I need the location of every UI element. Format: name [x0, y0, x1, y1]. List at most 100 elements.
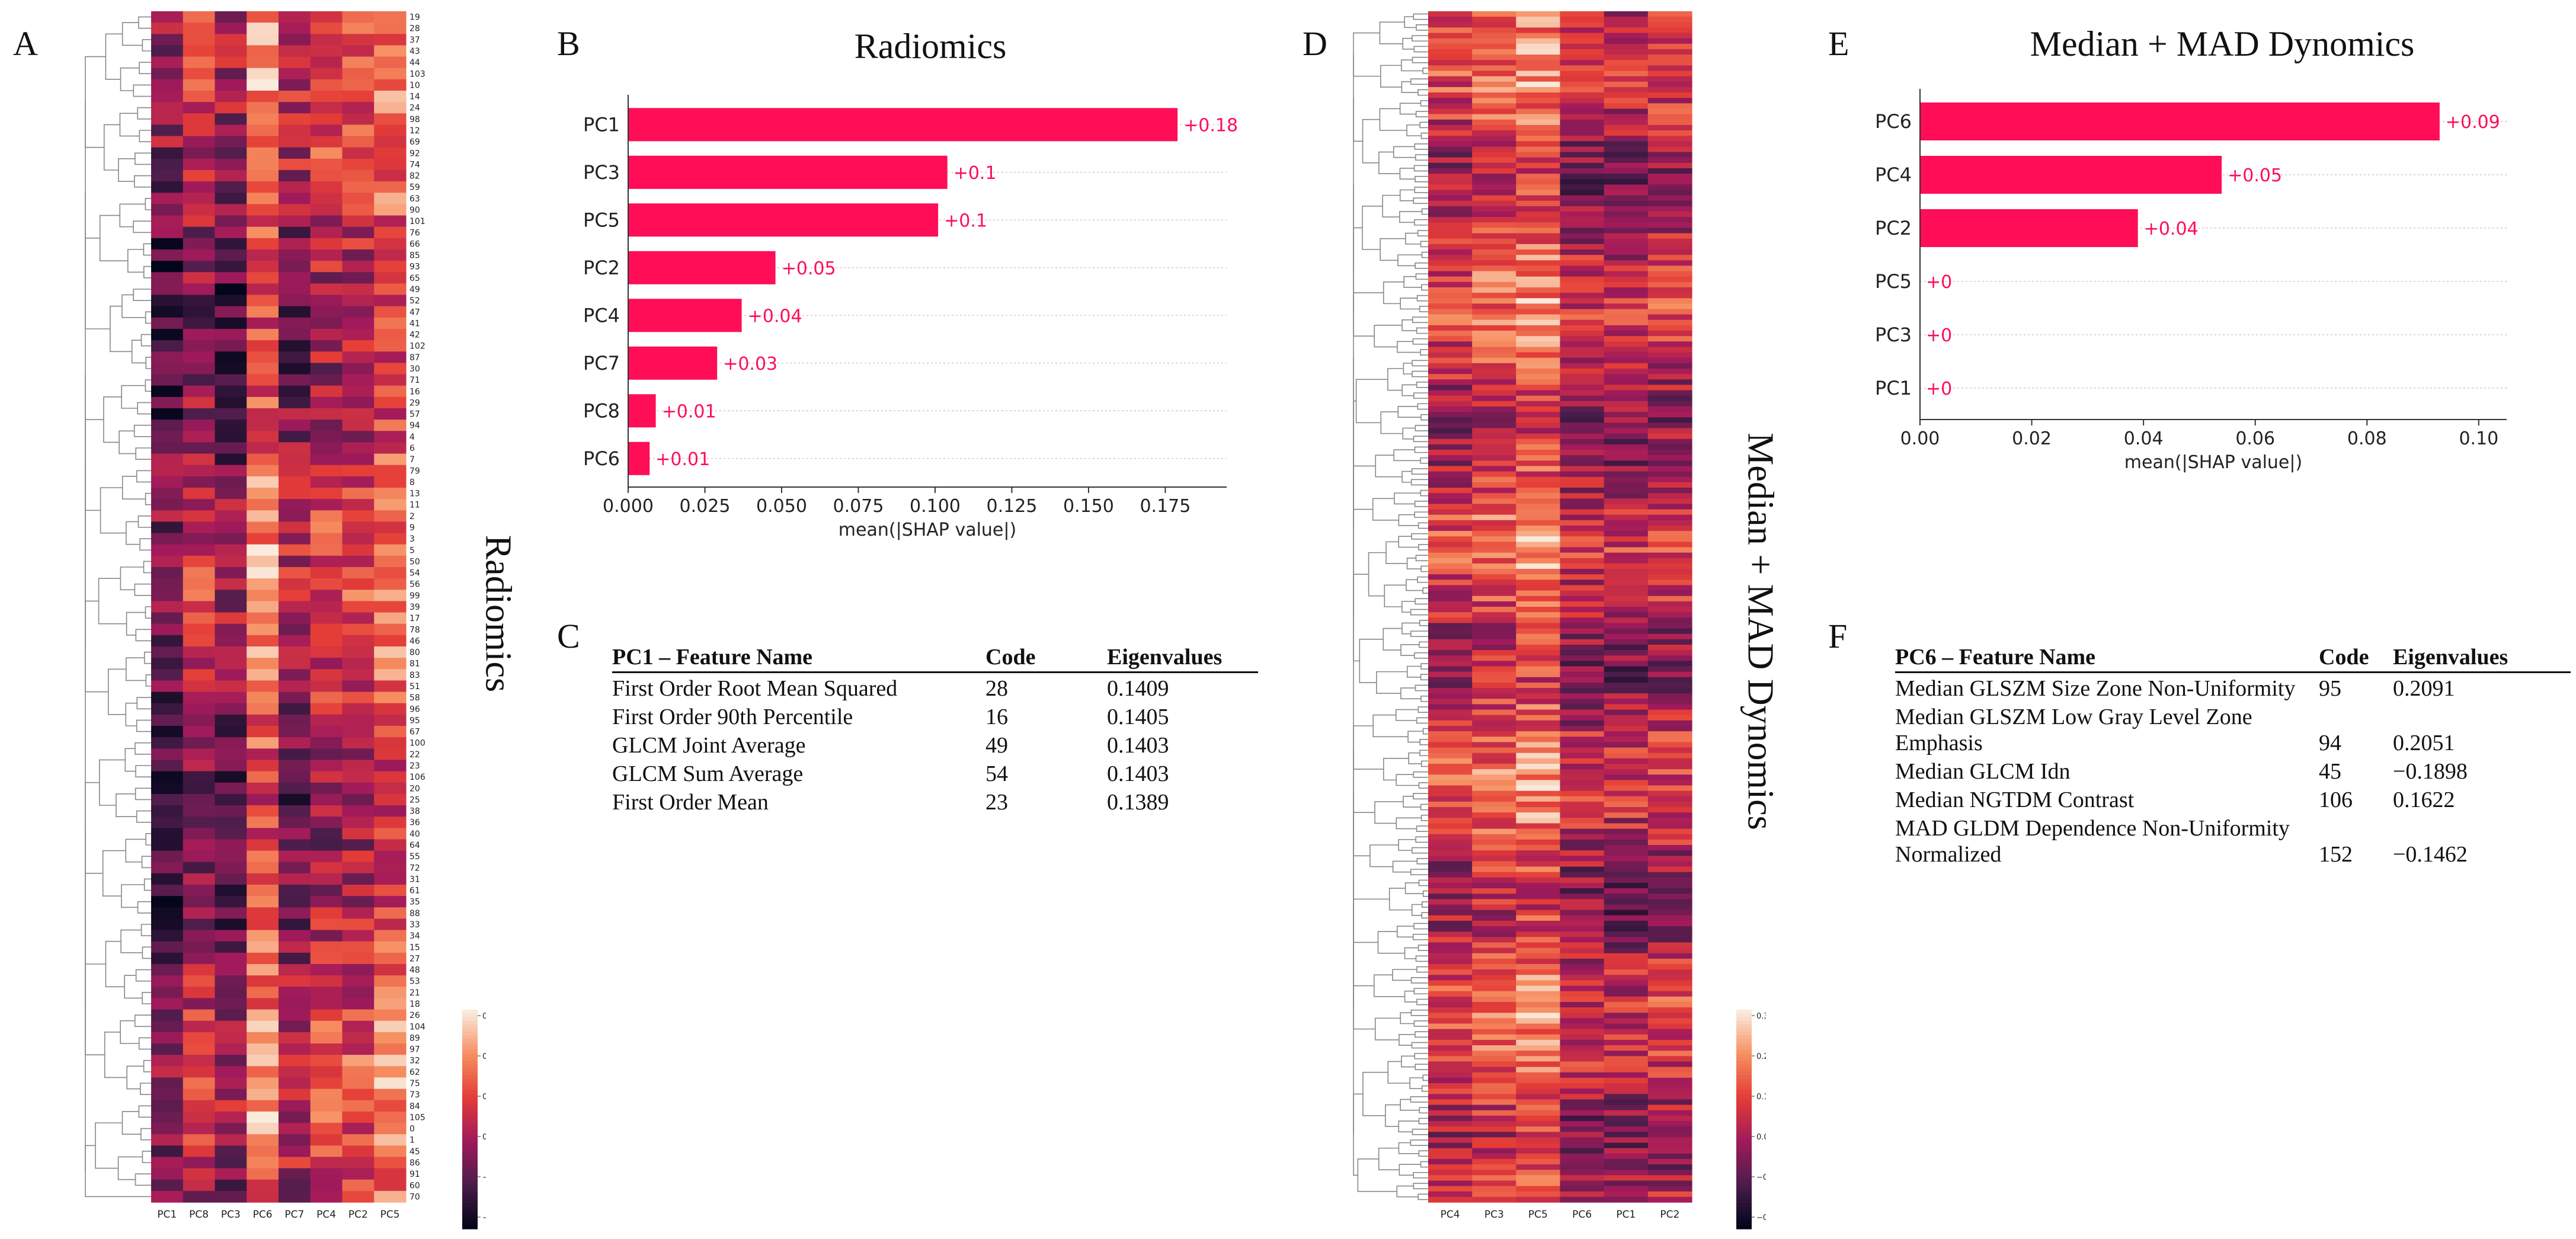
heatmap-cell: [1516, 747, 1561, 754]
heatmap-cell: [151, 510, 184, 523]
heatmap-cell: [1428, 542, 1473, 548]
heatmap-cell: [1604, 49, 1649, 55]
heatmap-cell: [1428, 1115, 1473, 1122]
heatmap-cell: [1647, 942, 1692, 949]
heatmap-cell: [1647, 217, 1692, 223]
dendrogram-branch: [1396, 774, 1419, 786]
heatmap-cell: [183, 1055, 216, 1067]
heatmap-cell: [215, 294, 247, 307]
heatmap-cell: [1428, 287, 1473, 293]
heatmap-cell: [310, 1077, 343, 1090]
heatmap-cell: [1604, 596, 1649, 602]
feature-table-pc6: PC6 – Feature Name Code Eigenvalues Medi…: [1895, 644, 2571, 867]
heatmap-cell: [1472, 98, 1516, 104]
dendrogram-branch: [1357, 1158, 1397, 1192]
heatmap-cell: [1516, 298, 1561, 304]
heatmap-cell: [374, 885, 407, 897]
heatmap-cell: [151, 238, 184, 250]
heatmap-cell: [1516, 758, 1561, 764]
heatmap-cell: [1560, 709, 1605, 716]
heatmap-cell: [1647, 255, 1692, 261]
heatmap-cell: [215, 862, 247, 874]
heatmap-cell: [1604, 666, 1649, 673]
x-tick-label: 0.150: [1063, 496, 1114, 517]
heatmap-cell: [374, 204, 407, 216]
dendrogram-branch: [1415, 154, 1428, 161]
heatmap-cell: [1560, 569, 1605, 575]
heatmap-cell: [151, 998, 184, 1010]
row-label: 99: [409, 591, 420, 601]
dendrogram-branch: [118, 158, 135, 182]
heatmap-cell: [1647, 996, 1692, 1003]
heatmap-cell: [374, 533, 407, 545]
heatmap-cell: [247, 283, 279, 296]
code-cell: 106: [2319, 787, 2353, 812]
heatmap-cell: [374, 760, 407, 772]
heatmap-cell: [374, 317, 407, 329]
heatmap-cell: [1560, 206, 1605, 212]
heatmap-cell: [1428, 124, 1473, 131]
heatmap-cell: [1560, 715, 1605, 721]
heatmap-cell: [247, 56, 279, 69]
heatmap-cell: [1472, 910, 1516, 916]
heatmap-cell: [1516, 141, 1561, 148]
heatmap-cell: [1428, 43, 1473, 50]
heatmap-cell: [215, 1009, 247, 1022]
heatmap-cell: [374, 238, 407, 250]
heatmap-cell: [1647, 314, 1692, 321]
colorbar-segment: [462, 1049, 478, 1054]
heatmap-cell: [183, 941, 216, 953]
heatmap-cell: [310, 612, 343, 625]
heatmap-cell: [1516, 87, 1561, 93]
code-cell: 152: [2319, 842, 2353, 867]
dendrogram-branch: [136, 810, 151, 823]
heatmap-cell: [1604, 385, 1649, 391]
heatmap-cell: [1604, 341, 1649, 348]
heatmap-cell: [1472, 103, 1516, 110]
heatmap-cell: [1472, 947, 1516, 954]
heatmap-cell: [1647, 769, 1692, 775]
heatmap-cell: [1428, 168, 1473, 174]
dendrogram-branch: [142, 39, 151, 52]
heatmap-cell: [1647, 341, 1692, 348]
heatmap-cell: [1560, 71, 1605, 77]
heatmap-cell: [1472, 504, 1516, 510]
heatmap-cell: [1560, 650, 1605, 656]
heatmap-cell: [1516, 114, 1561, 120]
colorbar-segment: [1736, 1020, 1752, 1025]
heatmap-cell: [342, 294, 375, 307]
row-label: 29: [409, 398, 420, 408]
colorbar-segment: [462, 1061, 478, 1065]
x-axis-label: mean(|SHAP value|): [2124, 452, 2302, 473]
heatmap-cell: [215, 771, 247, 783]
heatmap-cell: [1604, 488, 1649, 494]
heatmap-cell: [1516, 520, 1561, 526]
heatmap-cell: [342, 1055, 375, 1067]
colorbar-segment: [462, 1152, 478, 1157]
heatmap-cell: [1428, 899, 1473, 905]
heatmap-cell: [1516, 476, 1561, 483]
heatmap-cell: [183, 283, 216, 296]
dendrogram-branch: [1410, 1009, 1428, 1016]
heatmap-cell: [1604, 1180, 1649, 1187]
heatmap-cell: [215, 204, 247, 216]
row-label: 38: [409, 807, 420, 817]
dendrogram-branch: [1387, 1061, 1410, 1084]
heatmap-cell: [342, 249, 375, 261]
colorbar-segment: [1736, 1027, 1752, 1032]
category-label: PC5: [583, 209, 620, 231]
heatmap-cell: [151, 918, 184, 931]
heatmap-cell: [1560, 1110, 1605, 1116]
heatmap-cell: [1472, 899, 1516, 905]
dendrogram-branch: [143, 243, 151, 256]
heatmap-cell: [310, 862, 343, 874]
heatmap-cell: [1604, 552, 1649, 559]
heatmap-cell: [279, 930, 311, 942]
dendrogram-branch: [85, 238, 110, 329]
heatmap-cell: [151, 590, 184, 602]
dendrogram-branch: [98, 578, 127, 625]
heatmap-cell: [1604, 379, 1649, 386]
heatmap-cell: [1560, 331, 1605, 337]
heatmap-cell: [1472, 369, 1516, 374]
heatmap-cell: [247, 306, 279, 318]
